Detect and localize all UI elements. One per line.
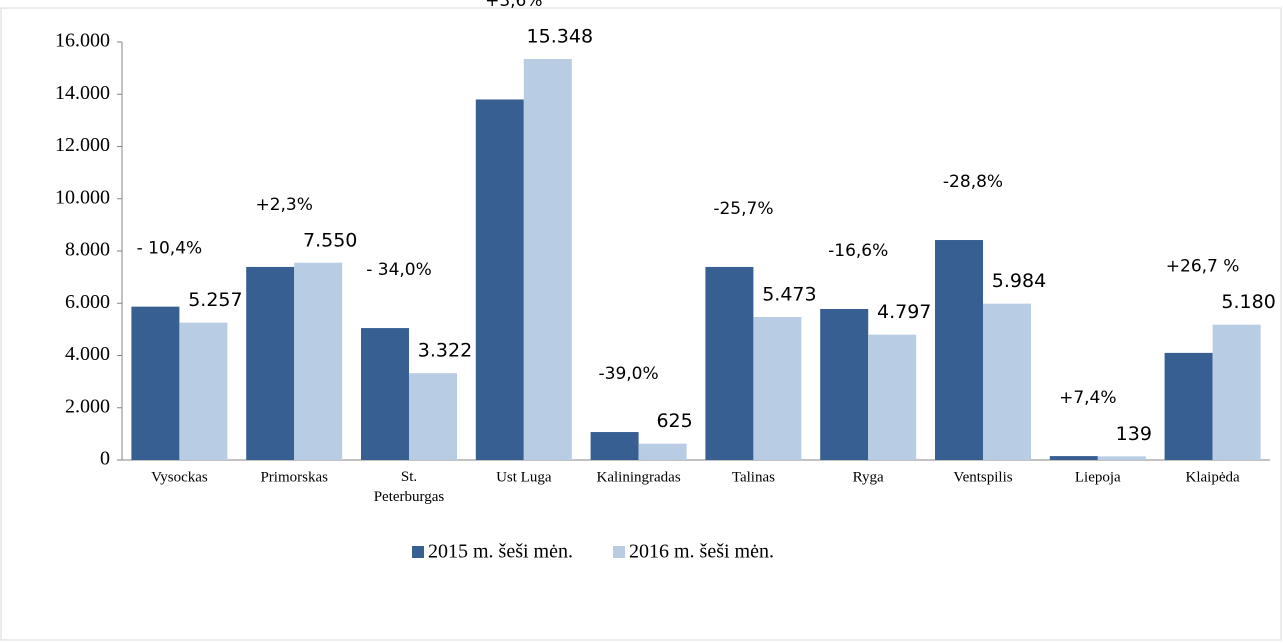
change-label: +26,7 % (1166, 257, 1240, 277)
value-label: 5.984 (992, 270, 1046, 292)
value-label: 5.180 (1221, 291, 1275, 313)
change-label: - 34,0% (366, 260, 432, 280)
bar (475, 99, 524, 460)
bar (590, 432, 639, 460)
x-tick-label: Vysockas (151, 469, 208, 485)
x-tick-label: Kaliningradas (597, 469, 681, 485)
x-tick-label: St. Peterburgas (374, 469, 445, 505)
bar (1097, 456, 1146, 460)
value-label: 625 (656, 410, 692, 432)
bar (361, 328, 409, 460)
bar (705, 266, 754, 460)
change-label: -16,6% (828, 241, 888, 261)
bar (1212, 324, 1261, 460)
change-label: - 10,4% (137, 239, 203, 259)
y-tick-label: 14.000 (55, 82, 110, 104)
change-label: -39,0% (599, 364, 659, 384)
bar (246, 266, 295, 460)
y-tick-label: 16.000 (55, 30, 110, 52)
bar (1049, 456, 1098, 460)
bar (753, 317, 802, 460)
value-label: 4.797 (877, 301, 931, 323)
change-label: -25,7% (713, 199, 773, 219)
bar (638, 443, 687, 460)
change-label: +2,3% (255, 195, 312, 215)
y-tick-label: 12.000 (55, 134, 110, 156)
legend-label: 2016 m. šeši mėn. (629, 541, 774, 563)
legend-swatch (613, 546, 625, 558)
x-tick-label: Ryga (853, 469, 884, 485)
bar (294, 262, 343, 460)
bar (523, 59, 572, 460)
x-tick-label: Klaipėda (1186, 469, 1240, 485)
y-tick-label: 6.000 (65, 291, 110, 313)
value-label: 139 (1116, 423, 1152, 445)
x-tick-label: Talinas (732, 469, 775, 485)
bar (983, 303, 1031, 460)
value-label: 3.322 (418, 340, 472, 362)
y-tick-label: 2.000 (65, 395, 110, 417)
change-label: +3,6% (485, 0, 542, 11)
bar (935, 240, 983, 460)
x-tick-label: Ust Luga (496, 469, 552, 485)
bar (179, 322, 228, 460)
change-label: +7,4% (1059, 388, 1116, 408)
value-label: 5.257 (188, 289, 242, 311)
x-tick-label: Ventspilis (953, 469, 1012, 485)
bar (820, 308, 869, 460)
legend-swatch (412, 546, 424, 558)
change-label: -28,8% (943, 172, 1003, 192)
bar (868, 334, 917, 460)
value-label: 15.348 (527, 26, 593, 48)
x-tick-label: Primorskas (260, 469, 328, 485)
y-tick-label: 4.000 (65, 343, 110, 365)
y-tick-label: 10.000 (55, 186, 110, 208)
y-tick-label: 0 (100, 448, 110, 470)
y-tick-label: 8.000 (65, 239, 110, 261)
value-label: 5.473 (762, 284, 816, 306)
x-tick-label: Liepoja (1075, 469, 1121, 485)
bar (131, 306, 180, 460)
value-label: 7.550 (303, 229, 357, 251)
bar (1164, 352, 1213, 460)
bar (409, 373, 457, 460)
legend-label: 2015 m. šeši mėn. (428, 541, 573, 563)
